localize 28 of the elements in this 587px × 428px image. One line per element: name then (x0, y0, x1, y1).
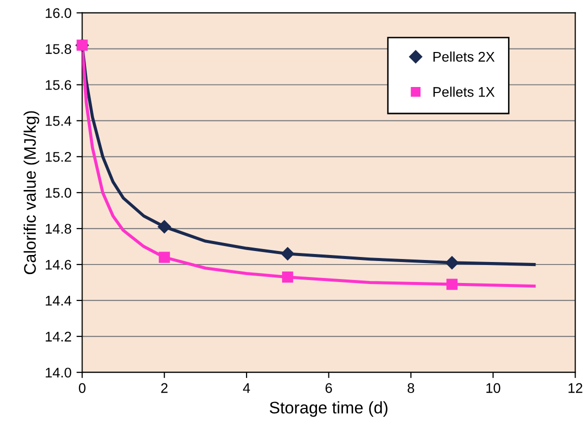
x-tick-label: 4 (242, 383, 250, 393)
x-tick-label: 6 (326, 383, 332, 393)
point (281, 247, 294, 260)
y-tick-label: 15.0 (46, 188, 72, 198)
x-tick-label: 0 (78, 383, 86, 393)
point (446, 278, 458, 290)
x-tick-label: 10 (486, 383, 500, 393)
y-tick-label: 15.8 (46, 44, 72, 54)
y-tick-label: 14.4 (46, 296, 72, 306)
x-tick-label: 12 (568, 383, 582, 393)
y-tick-label: 15.2 (46, 152, 72, 162)
legend-label: Pellets 1X (433, 86, 495, 97)
y-tick-label: 14.8 (46, 224, 72, 234)
x-tick-label: 8 (408, 383, 414, 393)
y-tick-label: 15.6 (46, 80, 72, 90)
point (158, 252, 170, 263)
x-axis-title: Storage time (d) (270, 401, 388, 417)
legend-label: Pellets 2X (433, 52, 495, 62)
y-tick-label: 16.0 (46, 8, 72, 18)
x-tick-label: 2 (161, 383, 168, 393)
point (445, 256, 459, 270)
y-tick-label: 14.0 (46, 368, 72, 378)
y-tick-label: 14.6 (46, 260, 72, 270)
y-tick-label: 15.4 (46, 116, 72, 126)
point (282, 272, 294, 283)
y-axis-title: Calorific value (MJ/kg) (24, 111, 40, 274)
y-tick-label: 14.2 (46, 332, 72, 342)
point (158, 220, 171, 234)
